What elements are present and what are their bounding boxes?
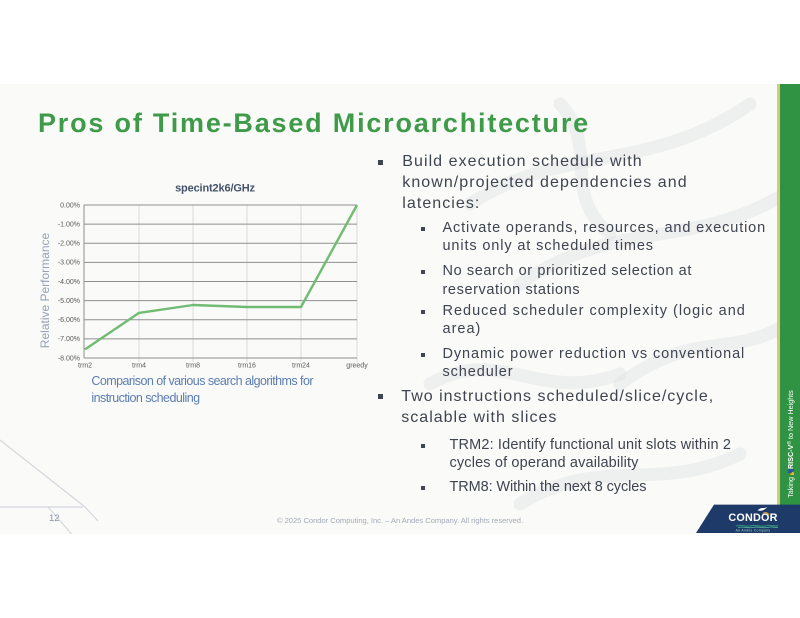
svg-text:0.00%: 0.00%: [60, 202, 80, 209]
svg-text:-2.00%: -2.00%: [58, 241, 80, 248]
svg-text:-6.00%: -6.00%: [58, 317, 80, 324]
svg-text:-7.00%: -7.00%: [58, 336, 80, 343]
svg-text:trm4: trm4: [132, 363, 146, 370]
svg-text:-1.00%: -1.00%: [58, 221, 80, 228]
svg-text:CONDOR: CONDOR: [728, 512, 777, 524]
svg-text:-4.00%: -4.00%: [58, 279, 80, 286]
svg-text:trm8: trm8: [186, 363, 200, 370]
svg-text:-8.00%: -8.00%: [58, 355, 80, 362]
svg-text:-3.00%: -3.00%: [58, 260, 80, 267]
svg-text:trm24: trm24: [292, 363, 310, 370]
svg-text:specint2k6/GHz: specint2k6/GHz: [175, 182, 255, 194]
svg-text:An Andes Company: An Andes Company: [736, 528, 771, 532]
svg-text:-5.00%: -5.00%: [58, 298, 80, 305]
svg-text:trm2: trm2: [78, 363, 92, 370]
svg-text:Relative Performance: Relative Performance: [38, 232, 52, 348]
svg-text:trm16: trm16: [238, 363, 256, 370]
svg-text:greedy: greedy: [346, 363, 368, 370]
